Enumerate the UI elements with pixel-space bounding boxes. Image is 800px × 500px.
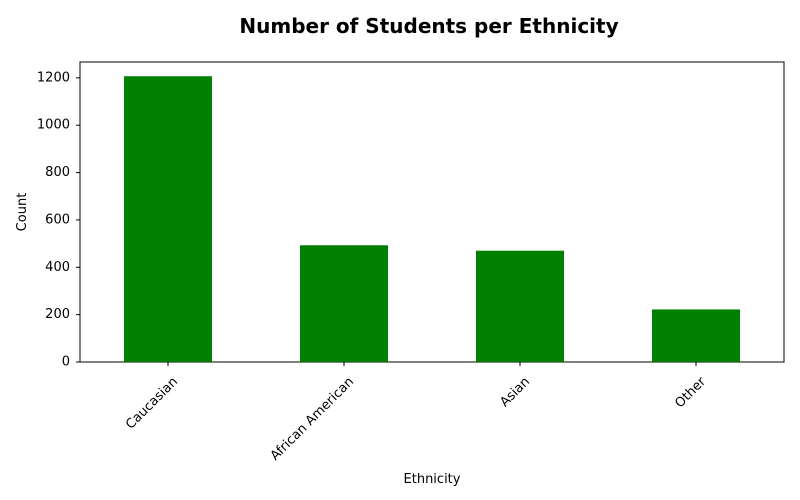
y-tick-label: 0 [62, 355, 70, 370]
x-tick-label: Asian [497, 374, 533, 410]
y-tick-label: 1000 [37, 118, 70, 133]
bar-other [652, 309, 740, 362]
bar-asian [476, 250, 564, 362]
y-tick-label: 1200 [37, 70, 70, 85]
y-tick-label: 400 [45, 260, 70, 275]
x-tick-label: Other [672, 374, 709, 411]
chart-title: Number of Students per Ethnicity [239, 14, 618, 38]
y-tick-label: 200 [45, 307, 70, 322]
x-axis-label: Ethnicity [404, 472, 461, 487]
x-axis: Caucasian African American Asian Other [123, 362, 710, 464]
bar-caucasian [124, 76, 212, 363]
plot-frame [79, 61, 785, 363]
x-tick-label: African American [268, 374, 357, 463]
x-tick-label: Caucasian [123, 374, 181, 432]
plot-area: 0 200 400 600 800 1000 1200 Caucasian African A… [37, 61, 785, 464]
y-axis-label: Count [15, 193, 30, 232]
y-tick-label: 800 [45, 165, 70, 180]
y-axis: 0 200 400 600 800 1000 1200 [37, 70, 80, 370]
bar-african-american [300, 245, 388, 362]
y-tick-label: 600 [45, 212, 70, 227]
bars-group [124, 76, 740, 363]
